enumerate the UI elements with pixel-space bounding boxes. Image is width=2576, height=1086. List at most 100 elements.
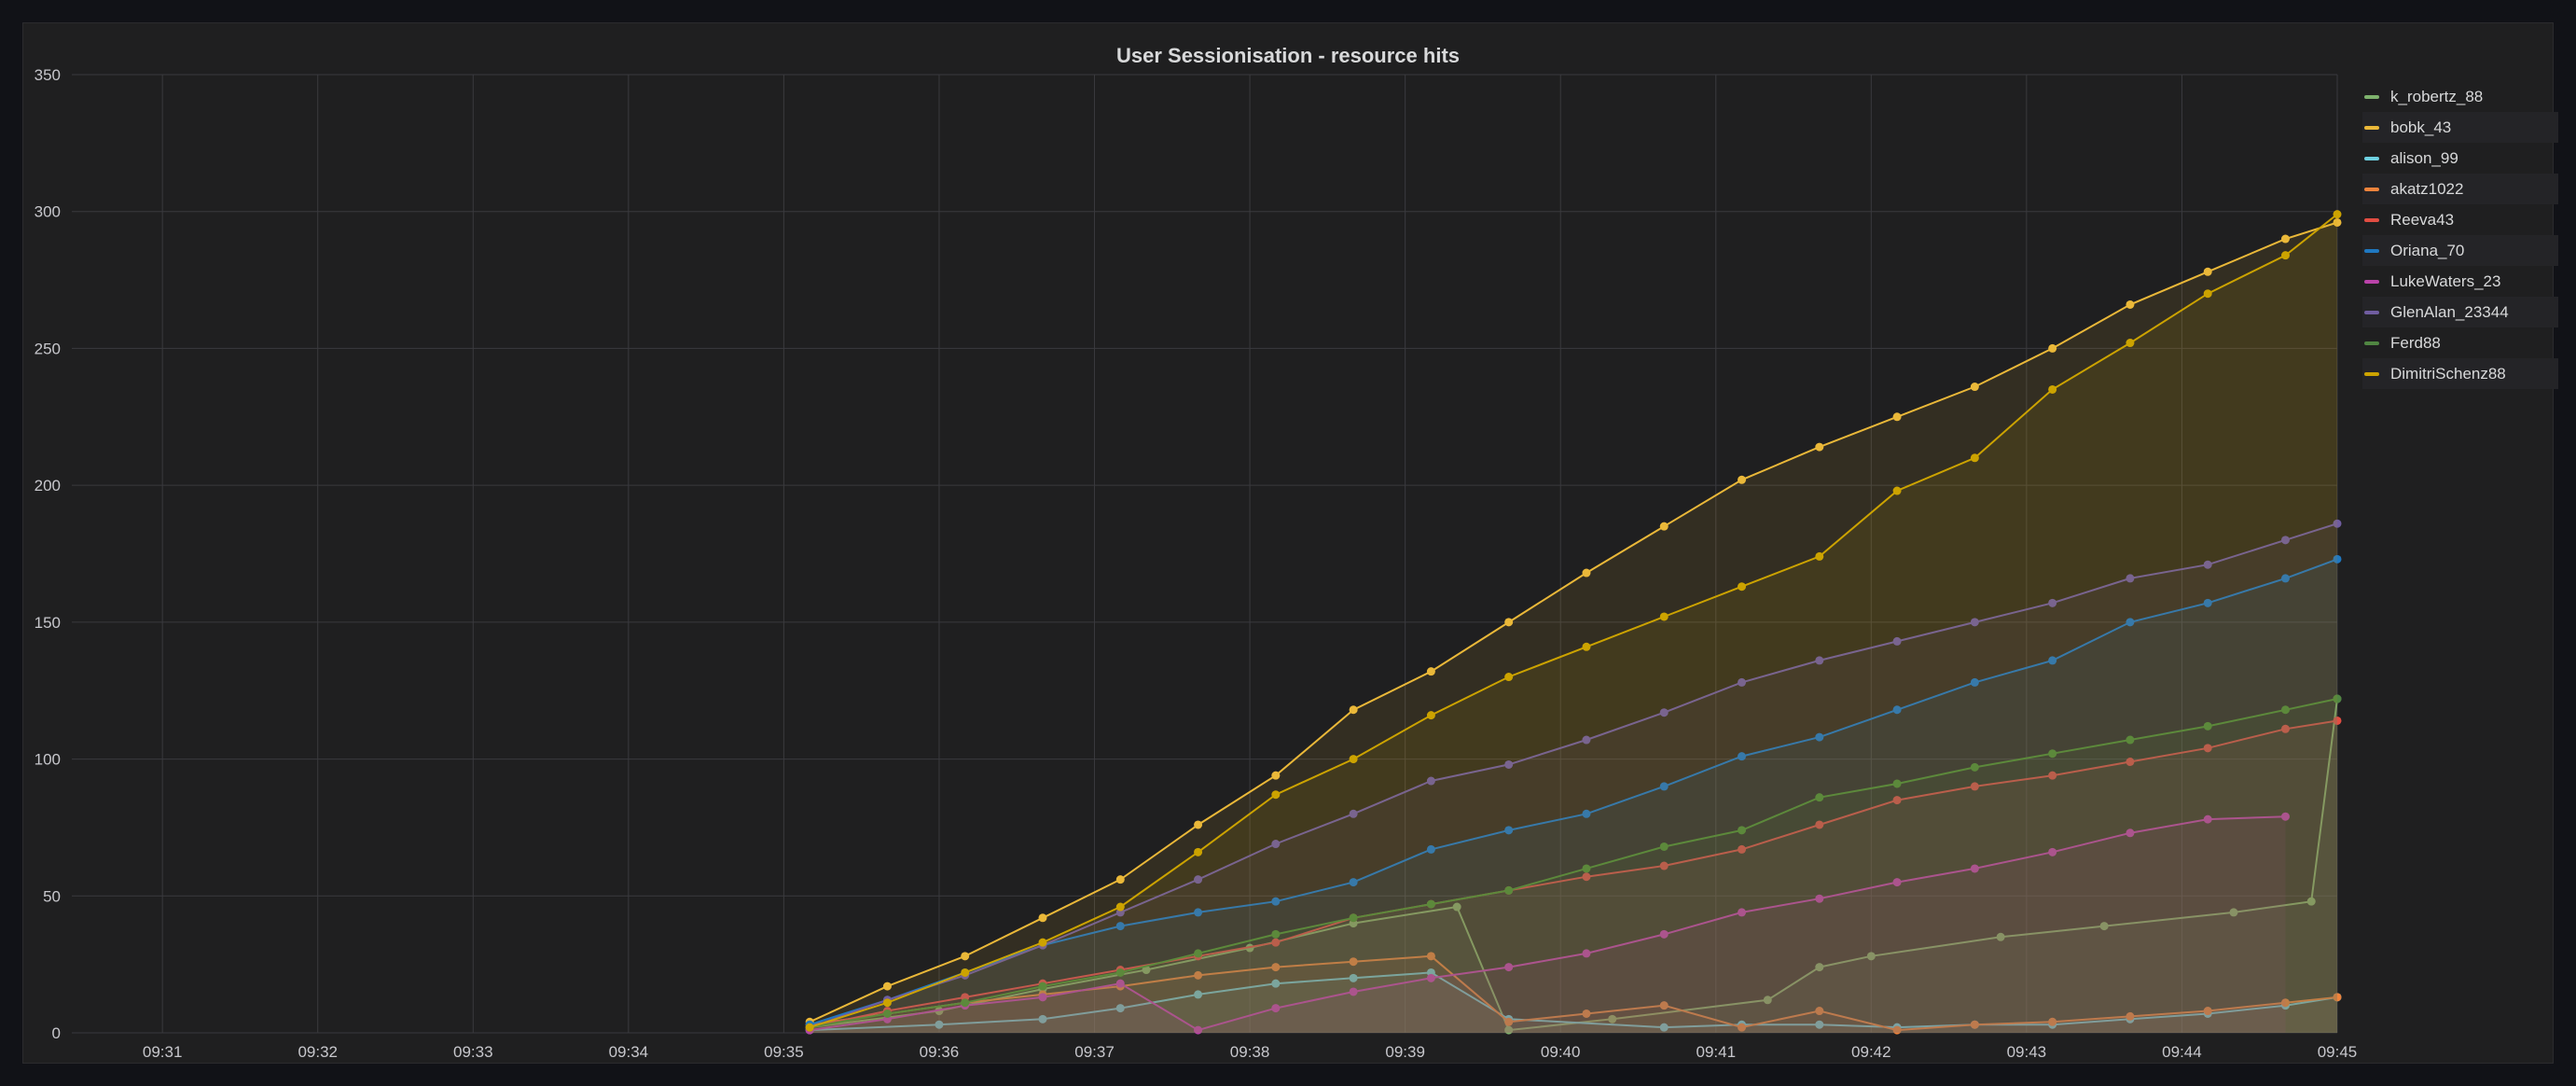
data-point [1349, 705, 1358, 715]
line-chart[interactable]: 0 50 100 150 200 250 300 350 09:31 09:32 09:33 09:3… [23, 23, 2555, 1065]
data-point [1815, 894, 1824, 903]
data-point [1659, 861, 1669, 870]
legend-item[interactable]: bobk_43 [2362, 112, 2558, 143]
data-point [1349, 987, 1358, 996]
x-tick-label: 09:41 [1696, 1043, 1736, 1061]
data-point [1608, 1014, 1617, 1023]
data-point [1271, 929, 1281, 939]
y-tick-label: 50 [43, 887, 61, 905]
data-point [1194, 1025, 1203, 1035]
chart-panel: User Sessionisation - resource hits 0 50 1… [22, 22, 2558, 1065]
data-point [1763, 996, 1772, 1005]
data-point [1504, 885, 1514, 895]
y-tick-label: 250 [35, 340, 61, 357]
data-point [1582, 642, 1591, 651]
legend-label: k_robertz_88 [2390, 87, 2484, 105]
data-point [1659, 1023, 1669, 1032]
data-point [1426, 776, 1435, 786]
legend-swatch [2364, 94, 2379, 99]
legend-swatch [2364, 187, 2379, 191]
data-point [2126, 1011, 2135, 1021]
legend-item[interactable]: DimitriSchenz88 [2362, 358, 2558, 389]
data-point [2126, 618, 2135, 627]
data-point [1194, 949, 1203, 958]
data-point [2126, 758, 2135, 767]
data-point [1271, 897, 1281, 906]
y-tick-label: 100 [35, 751, 61, 769]
panel-title[interactable]: User Sessionisation - resource hits [1115, 44, 1461, 67]
data-point [2048, 771, 2057, 780]
y-tick-label: 300 [35, 203, 61, 221]
legend-swatch [2364, 156, 2379, 160]
chart-legend: k_robertz_88 bobk_43 alison_99 akatz1022 Ree… [2362, 81, 2558, 389]
data-point [2048, 1017, 2057, 1026]
legend-item[interactable]: alison_99 [2362, 143, 2558, 174]
data-point [1582, 872, 1591, 882]
data-point [1815, 1020, 1824, 1029]
legend-swatch [2364, 248, 2379, 253]
data-point [1504, 673, 1514, 682]
data-point [2126, 299, 2135, 309]
data-point [2048, 656, 2057, 665]
x-tick-label: 09:32 [298, 1043, 338, 1061]
data-point [1970, 618, 1979, 627]
legend-item[interactable]: Oriana_70 [2362, 235, 2558, 266]
data-point [1815, 963, 1824, 972]
series-bobk_43 [805, 217, 2342, 1033]
data-point [1866, 952, 1876, 961]
data-point [1452, 902, 1461, 912]
data-point [1194, 970, 1203, 980]
data-point [2333, 694, 2342, 703]
data-point [1349, 755, 1358, 764]
data-point [935, 1020, 944, 1029]
legend-item[interactable]: Ferd88 [2362, 327, 2558, 358]
legend-swatch [2364, 341, 2379, 345]
x-tick-label: 09:34 [609, 1043, 649, 1061]
series-area [810, 972, 2338, 1033]
data-point [2048, 598, 2057, 607]
data-point [2333, 519, 2342, 528]
x-tick-label: 09:42 [1851, 1043, 1891, 1061]
data-point [2280, 724, 2290, 733]
data-point [1738, 1023, 1747, 1032]
y-tick-label: 150 [35, 614, 61, 632]
legend-item[interactable]: LukeWaters_23 [2362, 266, 2558, 297]
data-point [1892, 636, 1902, 646]
legend-item[interactable]: k_robertz_88 [2362, 81, 2558, 112]
data-point [1504, 826, 1514, 835]
legend-item[interactable]: akatz1022 [2362, 174, 2558, 204]
data-point [2203, 744, 2212, 753]
data-point [1271, 771, 1281, 780]
series-area [810, 816, 2286, 1033]
data-point [1504, 759, 1514, 769]
data-point [2099, 922, 2109, 931]
data-point [1271, 963, 1281, 972]
data-point [2203, 289, 2212, 299]
data-point [2048, 749, 2057, 759]
data-point [1038, 913, 1047, 923]
data-point [1426, 973, 1435, 982]
data-point [1349, 957, 1358, 967]
y-tick-label: 200 [35, 477, 61, 494]
data-point [1194, 820, 1203, 829]
legend-item[interactable]: GlenAlan_23344 [2362, 297, 2558, 327]
x-tick-label: 09:36 [920, 1043, 960, 1061]
data-point [2280, 574, 2290, 583]
legend-label: akatz1022 [2390, 179, 2464, 198]
data-point [882, 1009, 892, 1018]
data-point [2280, 234, 2290, 244]
data-point [1970, 383, 1979, 392]
data-point [2333, 217, 2342, 227]
legend-item[interactable]: Reeva43 [2362, 204, 2558, 235]
legend-swatch [2364, 279, 2379, 284]
legend-label: bobk_43 [2390, 118, 2452, 136]
data-point [2306, 897, 2316, 906]
x-tick-label: 09:43 [2007, 1043, 2047, 1061]
data-point [1038, 938, 1047, 947]
data-point [2048, 384, 2057, 394]
data-point [2203, 814, 2212, 824]
data-point [2280, 705, 2290, 715]
data-point [2229, 908, 2238, 917]
series-DimitriSchenz88 [805, 210, 2342, 1034]
x-tick-label: 09:33 [453, 1043, 493, 1061]
